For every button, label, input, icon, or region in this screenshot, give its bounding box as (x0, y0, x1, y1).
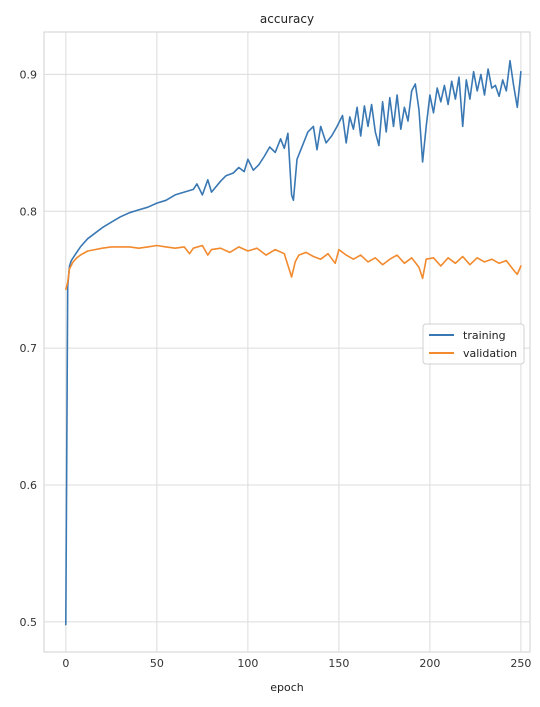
chart-title: accuracy (260, 12, 314, 26)
x-tick-label: 250 (510, 657, 531, 670)
x-tick-label: 100 (237, 657, 258, 670)
x-tick-label: 150 (328, 657, 349, 670)
y-tick-label: 0.5 (20, 616, 38, 629)
y-tick-label: 0.6 (20, 479, 38, 492)
y-tick-label: 0.9 (20, 68, 38, 81)
y-tick-label: 0.8 (20, 205, 38, 218)
x-axis-label: epoch (270, 681, 304, 694)
x-tick-label: 200 (419, 657, 440, 670)
x-tick-label: 0 (62, 657, 69, 670)
legend-label-training: training (463, 329, 506, 342)
x-tick-label: 50 (150, 657, 164, 670)
legend-label-validation: validation (463, 347, 517, 360)
legend: training validation (423, 324, 524, 364)
y-tick-label: 0.7 (20, 342, 38, 355)
